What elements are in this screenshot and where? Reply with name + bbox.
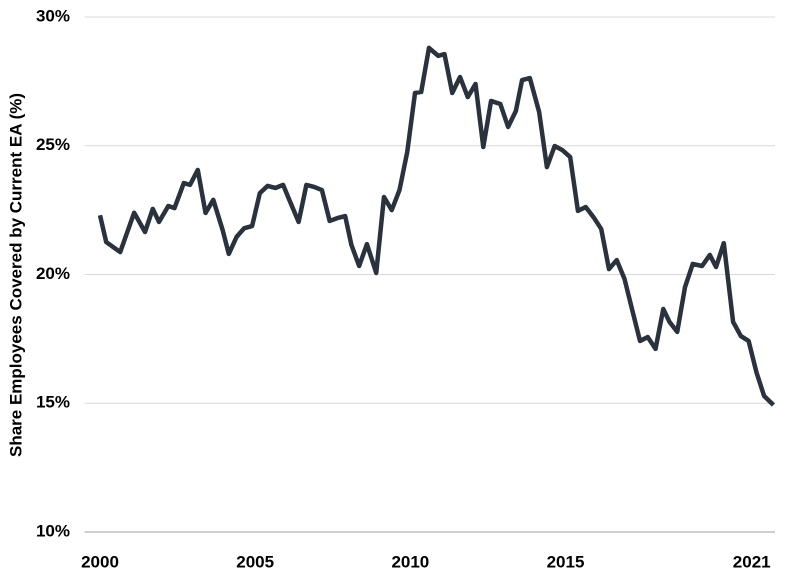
line-series: [97, 45, 776, 407]
y-tick-label: 30%: [36, 6, 70, 25]
x-tick-label: 2015: [547, 552, 585, 571]
x-tick-label: 2021: [733, 552, 771, 571]
x-tick-label: 2000: [81, 552, 119, 571]
y-tick-label: 10%: [36, 521, 70, 540]
y-tick-label: 15%: [36, 393, 70, 412]
y-tick-label: 20%: [36, 264, 70, 283]
y-axis-label: Share Employees Covered by Current EA (%…: [6, 93, 25, 457]
x-tick-label: 2010: [391, 552, 429, 571]
x-tick-label: 2005: [236, 552, 274, 571]
y-tick-label: 25%: [36, 135, 70, 154]
